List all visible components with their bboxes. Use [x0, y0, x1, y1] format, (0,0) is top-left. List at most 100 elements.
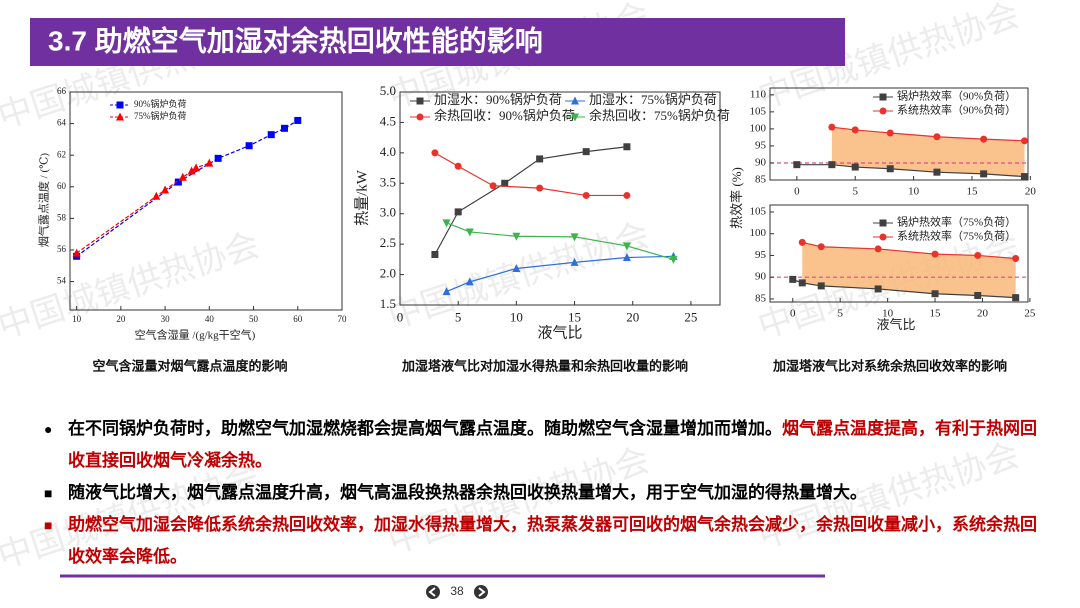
- bullet-text: 随液气比增大，烟气露点温度升高，烟气高温段换热器余热回收换热量增大，用于空气加湿…: [68, 483, 867, 502]
- marker: [874, 285, 882, 293]
- marker: [789, 275, 797, 283]
- marker: [465, 277, 474, 286]
- legend-label: 90%锅炉负荷: [134, 98, 187, 109]
- y-axis-label: 烟气露点温度 / (℃): [37, 153, 51, 248]
- marker: [933, 168, 941, 176]
- legend-marker: [879, 107, 887, 115]
- marker: [623, 191, 631, 199]
- series-line: [446, 222, 674, 260]
- marker: [536, 184, 544, 192]
- x-tick-label: 15: [568, 310, 581, 325]
- chart: 0 5 10 15 20 25 1.5 2.0 2.5 3.0 3.5 4.0 4.5 5.0 液气比 热量/…: [353, 83, 729, 341]
- marker: [161, 185, 170, 194]
- marker: [886, 165, 894, 173]
- legend-marker: [571, 113, 579, 122]
- x-tick-label: 20: [626, 310, 639, 325]
- legend-marker: [416, 113, 424, 121]
- marker: [828, 161, 836, 169]
- marker: [1012, 294, 1020, 302]
- marker: [294, 116, 302, 124]
- marker: [851, 126, 859, 134]
- x-axis-label: 空气含湿量 /(g/kg干空气): [135, 328, 256, 342]
- marker: [245, 142, 253, 150]
- plot-frame: [769, 87, 1029, 181]
- x-tick-label: 5: [455, 310, 462, 325]
- legend-label: 余热回收：90%锅炉负荷: [434, 108, 575, 123]
- bullet-marker: ●: [44, 421, 53, 437]
- marker: [536, 155, 544, 163]
- plot-frame: [69, 91, 343, 311]
- series-line: [76, 119, 299, 257]
- legend-marker: [879, 219, 887, 227]
- y-tick-label: 2.5: [380, 235, 396, 250]
- y-tick-label: 60: [57, 181, 67, 191]
- marker: [582, 191, 590, 199]
- legend-label: 加湿水：90%锅炉负荷: [434, 92, 562, 107]
- x-tick-label: 15: [930, 307, 942, 319]
- bullet-text: 在不同锅炉负荷时，助燃空气加湿燃烧都会提高烟气露点温度。随助燃空气含湿量增加而增…: [68, 419, 782, 438]
- prev-arrow: [428, 587, 436, 597]
- y-tick-label: 56: [57, 244, 67, 254]
- y-tick-label: 100: [750, 122, 767, 134]
- legend-label: 系统热效率（75%负荷）: [897, 229, 1016, 243]
- next-button[interactable]: [474, 585, 488, 599]
- marker: [454, 162, 462, 170]
- header-title: 3.7 助燃空气加湿对余热回收性能的影响: [48, 24, 543, 56]
- legend-marker: [416, 97, 424, 105]
- x-tick-label: 20: [116, 314, 126, 324]
- legend-marker: [571, 96, 579, 105]
- legend-label: 锅炉热效率（75%负荷）: [897, 215, 1016, 229]
- marker: [798, 238, 806, 246]
- legend-marker: [116, 112, 124, 121]
- marker: [828, 123, 836, 131]
- legend-label: 75%锅炉负荷: [134, 110, 187, 121]
- y-tick-label: 105: [750, 105, 767, 117]
- y-tick-label: 85: [755, 174, 767, 186]
- chart-caption: 空气含湿量对烟气露点温度的影响: [92, 358, 287, 373]
- chart-caption: 加湿塔液气比对加湿水得热量和余热回收量的影响: [401, 358, 688, 373]
- marker: [817, 282, 825, 290]
- marker: [214, 154, 222, 162]
- y-tick-label: 3.0: [380, 205, 396, 220]
- marker: [622, 253, 631, 262]
- marker: [1012, 255, 1020, 263]
- marker: [1020, 137, 1028, 145]
- chart: 0 5 10 15 20 85 90 95 100 105 110 热效率 (%) 锅炉热效率（90%负…: [729, 87, 1036, 229]
- marker: [980, 170, 988, 178]
- marker: [570, 257, 579, 266]
- marker: [623, 143, 631, 151]
- fill-area: [831, 127, 1025, 177]
- marker: [798, 279, 806, 287]
- legend-marker: [879, 93, 887, 101]
- marker: [1020, 173, 1028, 181]
- x-tick-label: 5: [852, 185, 858, 197]
- marker: [178, 172, 187, 181]
- legend-label: 锅炉热效率（90%负荷）: [897, 89, 1016, 103]
- marker: [933, 133, 941, 141]
- bullet-list: ● 在不同锅炉负荷时，助燃空气加湿燃烧都会提高烟气露点温度。随助燃空气含湿量增加而…: [44, 413, 1044, 573]
- marker: [512, 263, 521, 272]
- y-axis-label: 热量/kW: [353, 169, 370, 226]
- x-tick-label: 25: [684, 310, 697, 325]
- x-tick-label: 50: [249, 314, 259, 324]
- marker: [980, 135, 988, 143]
- x-tick-label: 0: [794, 185, 800, 197]
- y-tick-label: 2.0: [380, 266, 396, 281]
- series-line: [831, 126, 1025, 142]
- x-tick-label: 60: [293, 314, 303, 324]
- legend-label: 系统热效率（90%负荷）: [897, 103, 1016, 117]
- y-tick-label: 3.5: [380, 174, 396, 189]
- marker: [465, 228, 474, 237]
- y-tick-label: 64: [57, 118, 67, 128]
- marker: [851, 163, 859, 171]
- legend-label: 余热回收：75%锅炉负荷: [589, 108, 730, 123]
- marker: [817, 243, 825, 251]
- prev-button[interactable]: [426, 585, 440, 599]
- marker: [931, 290, 939, 298]
- marker: [174, 178, 182, 186]
- y-tick-label: 1.5: [380, 296, 396, 311]
- x-tick-label: 0: [790, 307, 796, 319]
- legend-marker: [879, 233, 887, 241]
- x-tick-label: 15: [966, 185, 978, 197]
